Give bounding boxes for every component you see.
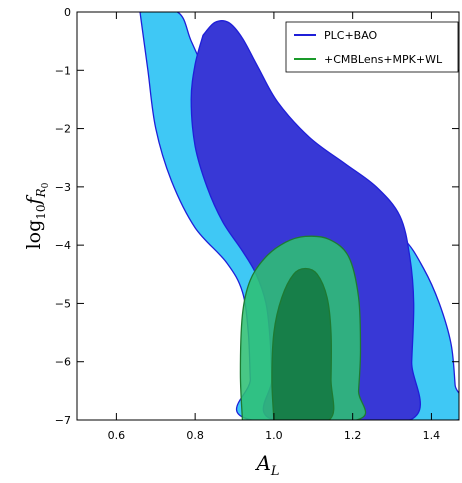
y-axis-title-f-sub: R [34, 188, 48, 198]
y-tick-label: −6 [55, 356, 71, 369]
contour-series-0-level-1 [190, 20, 421, 420]
plot-frame [76, 11, 460, 421]
x-tick-label: 1.2 [344, 429, 362, 442]
x-axis-ticks: 0.6 0.8 1.0 1.2 1.4 [108, 12, 441, 442]
y-tick-label: −7 [55, 414, 71, 427]
legend: PLC+BAO +CMBLens+MPK+WL [285, 21, 459, 73]
y-axis-title: log10fR0 [23, 182, 51, 249]
y-tick-label: −2 [55, 123, 71, 136]
legend-label-cmblens: +CMBLens+MPK+WL [324, 53, 443, 66]
legend-box [285, 21, 459, 73]
legend-label-plc-bao: PLC+BAO [324, 29, 378, 42]
x-tick-label: 1.0 [265, 429, 283, 442]
y-tick-label: −3 [55, 181, 71, 194]
x-axis-title: AL [254, 451, 279, 479]
x-tick-label: 0.6 [108, 429, 126, 442]
y-axis-title-log-sub: 10 [34, 204, 48, 219]
y-tick-label: −4 [55, 239, 71, 252]
x-axis-title-sub: L [270, 464, 280, 479]
x-tick-label: 1.4 [423, 429, 441, 442]
y-axis-title-f-subsub: 0 [41, 182, 51, 188]
contour-regions [139, 12, 459, 420]
y-axis-ticks: 0 −1 −2 −3 −4 −5 −6 −7 [55, 6, 459, 427]
y-axis-title-log: log [23, 220, 45, 250]
x-axis-title-base: A [254, 451, 270, 475]
y-tick-label: −1 [55, 64, 71, 77]
contour-series-1-level-1 [271, 267, 335, 420]
x-tick-label: 0.8 [186, 429, 204, 442]
y-tick-label: −5 [55, 297, 71, 310]
y-axis-title-f: f [23, 194, 45, 206]
y-tick-label: 0 [64, 6, 71, 19]
